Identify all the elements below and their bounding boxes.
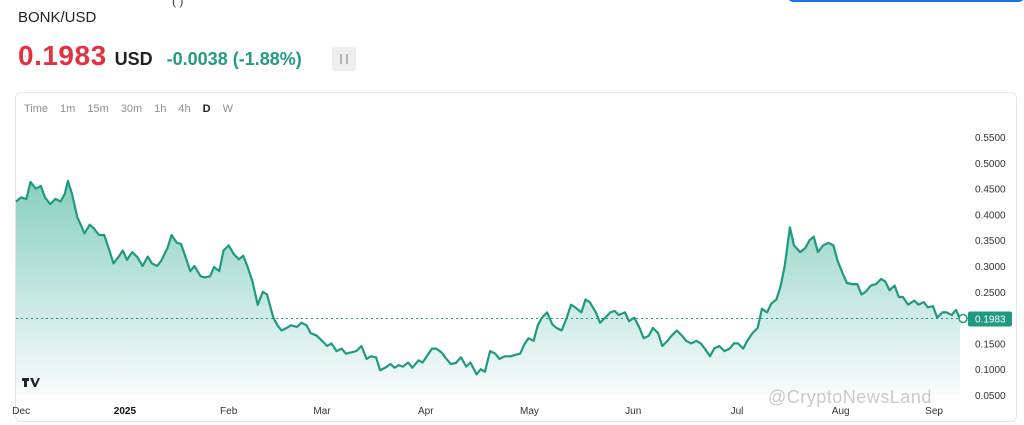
pause-button[interactable]: [332, 47, 356, 71]
timeframe-1h[interactable]: 1h: [154, 103, 167, 115]
y-tick-label: 0.4000: [975, 210, 1006, 221]
price-change: -0.0038 (-1.88%): [166, 49, 302, 69]
x-tick-label: Jul: [731, 406, 744, 417]
pair-title: BONK/USD: [18, 9, 97, 26]
y-tick-label: 0.3500: [975, 236, 1006, 247]
x-tick-label: Dec: [12, 406, 30, 417]
x-tick-label: 2025: [114, 406, 137, 417]
y-tick-label: 0.5000: [975, 159, 1006, 170]
watermark: @CryptoNewsLand: [768, 387, 932, 407]
x-tick-label: Apr: [418, 406, 434, 417]
current-price: 0.1983: [18, 40, 107, 71]
chart-panel: [15, 92, 1017, 422]
price-area: [16, 180, 960, 395]
timeframe-30m[interactable]: 30m: [120, 103, 143, 115]
timeframe-selector: Time 1m 15m 30m 1h 4h D W: [24, 103, 245, 115]
y-tick-label: 0.0500: [975, 391, 1006, 402]
x-tick-label: May: [520, 406, 539, 417]
last-price-label: 0.1983: [975, 314, 1006, 325]
y-tick-label: 0.4500: [975, 185, 1006, 196]
x-tick-label: Feb: [220, 406, 238, 417]
y-tick-label: 0.1500: [975, 339, 1006, 350]
last-price-label-box: [968, 311, 1012, 327]
x-tick-label: Mar: [313, 406, 331, 417]
pause-icon: [340, 54, 342, 64]
last-price-marker: [958, 313, 968, 324]
price-line-series: [15, 179, 961, 376]
tradingview-logo: [22, 376, 40, 388]
y-tick-label: 0.5500: [975, 133, 1006, 144]
y-tick-label: 0.2500: [975, 288, 1006, 299]
x-tick-label: Jun: [625, 406, 641, 417]
timeframe-15m[interactable]: 15m: [87, 103, 109, 115]
top-action-button[interactable]: [788, 0, 1024, 2]
truncated-header-text: ( ): [172, 0, 184, 8]
timeframe-1m[interactable]: 1m: [60, 103, 76, 115]
x-tick-label: Sep: [925, 406, 943, 417]
price-line: 0.1983 USD -0.0038 (-1.88%): [18, 40, 302, 72]
x-tick-label: Aug: [832, 406, 850, 417]
y-tick-label: 0.1000: [975, 365, 1006, 376]
y-tick-label: 0.3000: [975, 262, 1006, 273]
timeframe-time[interactable]: Time: [24, 103, 49, 115]
timeframe-d[interactable]: D: [202, 103, 211, 115]
timeframe-4h[interactable]: 4h: [178, 103, 191, 115]
timeframe-w[interactable]: W: [222, 103, 233, 115]
price-currency: USD: [114, 49, 153, 69]
